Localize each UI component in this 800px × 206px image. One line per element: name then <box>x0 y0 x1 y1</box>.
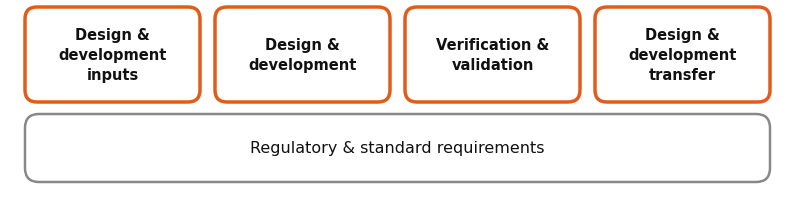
FancyBboxPatch shape <box>595 8 770 103</box>
Text: Design &
development
inputs: Design & development inputs <box>58 27 166 83</box>
Text: Design &
development: Design & development <box>248 38 357 73</box>
Text: Regulatory & standard requirements: Regulatory & standard requirements <box>250 141 545 156</box>
FancyBboxPatch shape <box>25 115 770 182</box>
FancyBboxPatch shape <box>405 8 580 103</box>
FancyBboxPatch shape <box>215 8 390 103</box>
Text: Design &
development
transfer: Design & development transfer <box>628 27 737 83</box>
FancyBboxPatch shape <box>25 8 200 103</box>
Text: Verification &
validation: Verification & validation <box>436 38 549 73</box>
